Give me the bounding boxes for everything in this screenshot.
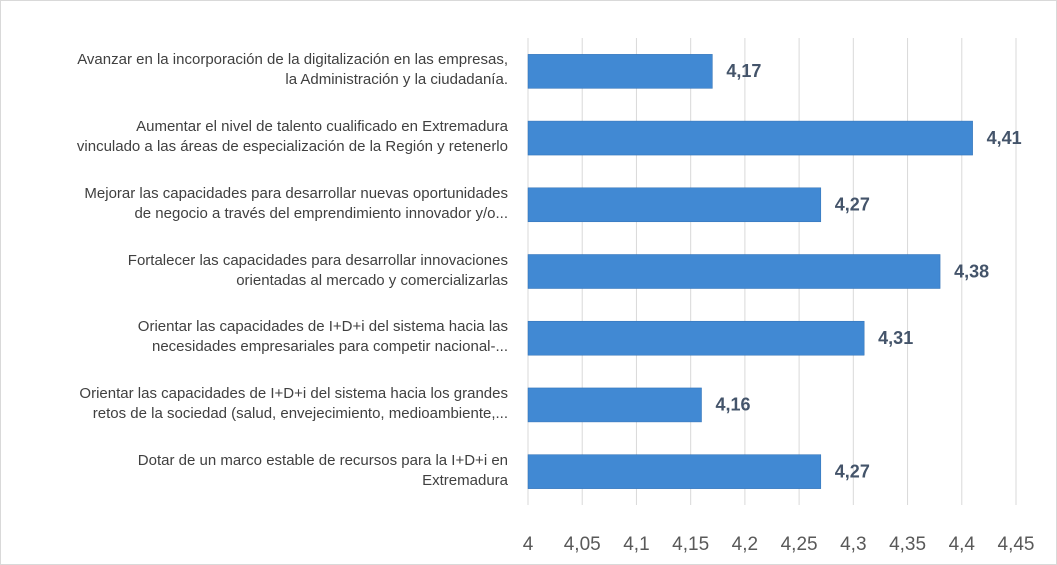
category-label: Mejorar las capacidades para desarrollar…	[84, 184, 508, 222]
category-label: Orientar las capacidades de I+D+i del si…	[137, 318, 508, 356]
bar	[527, 254, 941, 289]
bar	[527, 187, 822, 223]
x-tick-label: 4,05	[564, 534, 601, 555]
bar	[527, 120, 973, 156]
value-label: 4,27	[835, 195, 870, 215]
category-label: Aumentar el nivel de talento cualificado…	[76, 118, 508, 156]
bar	[527, 320, 865, 356]
x-tick-label: 4,4	[949, 534, 976, 555]
value-label: 4,38	[954, 261, 989, 281]
value-label: 4,17	[726, 61, 761, 81]
category-label: Avanzar en la incorporación de la digita…	[77, 51, 508, 89]
bar	[527, 454, 822, 489]
x-tick-label: 4,35	[889, 534, 926, 555]
x-tick-label: 4,1	[623, 534, 649, 555]
x-tick-label: 4,45	[998, 534, 1035, 555]
x-tick-label: 4,15	[672, 534, 709, 555]
x-tick-label: 4,2	[732, 534, 758, 555]
value-label: 4,27	[835, 461, 870, 481]
value-label: 4,31	[878, 328, 913, 348]
x-tick-label: 4	[523, 534, 534, 555]
category-label: Dotar de un marco estable de recursos pa…	[137, 451, 508, 489]
x-tick-label: 4,25	[781, 534, 818, 555]
x-tick-label: 4,3	[840, 534, 866, 555]
category-label: Fortalecer las capacidades para desarrol…	[127, 251, 508, 289]
value-label: 4,16	[716, 395, 751, 415]
bar	[527, 387, 702, 423]
bar	[527, 54, 713, 89]
value-label: 4,41	[987, 128, 1022, 148]
category-label: Orientar las capacidades de I+D+i del si…	[79, 384, 508, 422]
